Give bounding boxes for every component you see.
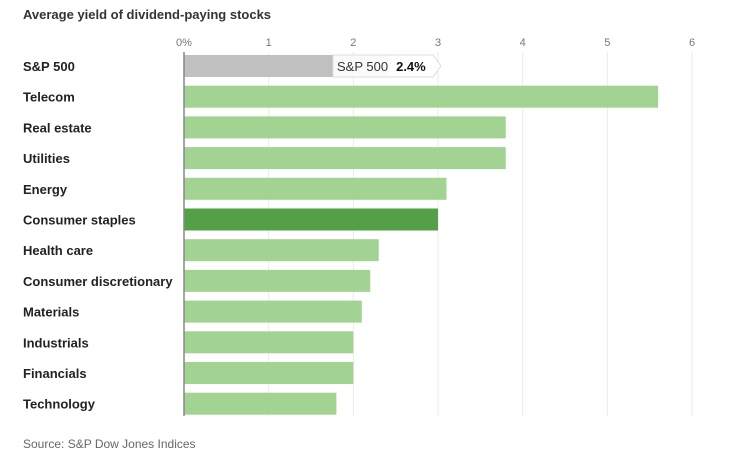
x-tick-label: 1 [266,37,272,49]
x-tick-label: 0% [176,37,192,49]
tooltip-box [332,54,442,78]
category-label: Energy [23,182,68,197]
category-label: Consumer staples [23,213,136,228]
x-tick-label: 4 [520,37,526,49]
x-tick-label: 5 [604,37,610,49]
bar-technology [184,392,337,415]
x-tick-label: 3 [435,37,441,49]
tooltip-label: S&P 500 2.4% [337,59,426,74]
category-label: Financials [23,366,87,381]
bar-financials [184,362,354,384]
chart-title: Average yield of dividend-paying stocks [23,7,272,22]
x-tick-label: 6 [689,37,695,49]
bar-energy [184,177,447,200]
category-label: S&P 500 [23,59,75,74]
category-label: Utilities [23,151,70,166]
bar-real-estate [184,116,506,139]
category-label: Materials [23,305,79,320]
category-label: Telecom [23,90,75,105]
bar-materials [184,300,362,323]
category-label: Real estate [23,120,92,135]
bar-consumer-staples [184,208,438,231]
category-label: Health care [23,243,93,258]
x-tick-label: 2 [350,37,356,49]
bar-telecom [184,85,659,108]
category-label: Industrials [23,335,89,350]
source-note: Source: S&P Dow Jones Indices [23,437,196,451]
bar-consumer-discretionary [184,269,371,292]
bar-industrials [184,331,354,354]
category-label: Consumer discretionary [23,274,173,289]
bar-utilities [184,147,506,170]
category-label: Technology [23,397,96,412]
bar-health-care [184,239,379,262]
